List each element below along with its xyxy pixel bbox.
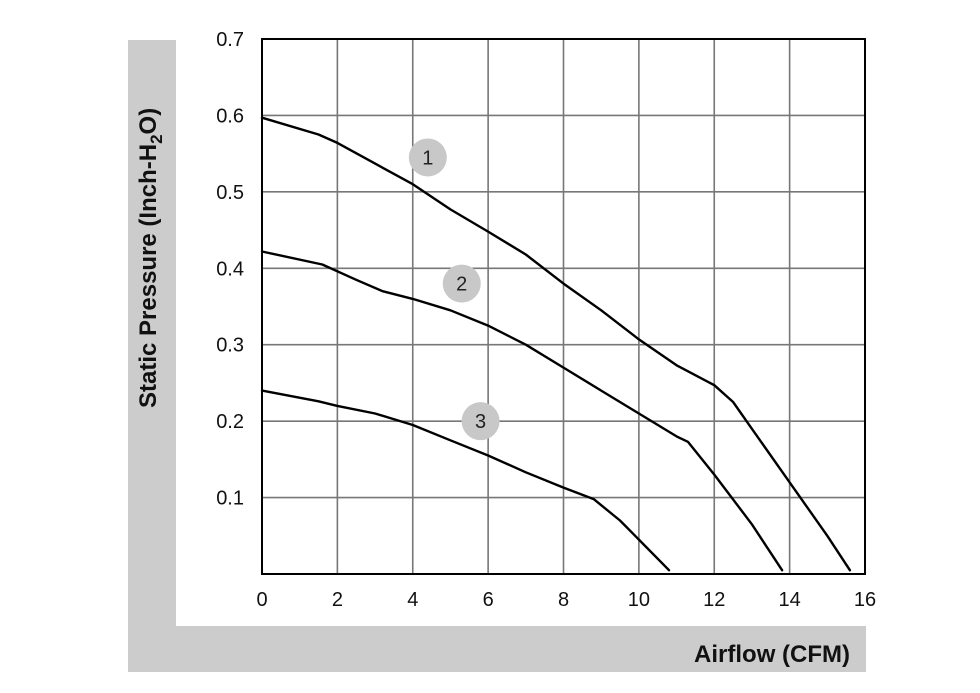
- series-lines: [260, 116, 852, 572]
- y-axis-title-end: O): [135, 108, 162, 135]
- series-badge-label: 2: [456, 274, 467, 296]
- grid: [262, 39, 865, 574]
- series-line-1: [260, 116, 852, 572]
- series-line-3: [260, 389, 671, 572]
- y-tick-label: 0.3: [216, 335, 244, 357]
- y-tick-label: 0.2: [216, 411, 244, 433]
- series-badge-label: 1: [422, 147, 433, 169]
- series-badge-1: [408, 138, 447, 177]
- x-tick-label: 2: [332, 589, 343, 611]
- y-tick-labels: 0.1 0.2 0.3 0.4 0.5 0.6 0.7: [216, 29, 244, 510]
- x-tick-label: 8: [558, 589, 569, 611]
- xlabel-band: [128, 626, 866, 672]
- y-tick-label: 0.1: [216, 488, 244, 510]
- x-tick-label: 4: [407, 589, 418, 611]
- x-tick-label: 14: [779, 589, 801, 611]
- x-tick-label: 10: [628, 589, 650, 611]
- y-axis-title-main: Static Pressure (Inch-H: [135, 144, 162, 408]
- axis-corner: [176, 40, 866, 626]
- y-tick-label: 0.6: [216, 105, 244, 127]
- x-tick-labels: 0 2 4 6 8 10 12 14 16: [256, 589, 876, 611]
- plot-frame: [261, 38, 866, 575]
- x-tick-label: 6: [483, 589, 494, 611]
- x-tick-label: 12: [703, 589, 725, 611]
- x-tick-label: 0: [256, 589, 267, 611]
- y-tick-label: 0.4: [216, 258, 244, 280]
- series-badge-2: [442, 264, 481, 303]
- ylabel-band: [128, 40, 176, 672]
- series-badges: 1 2 3: [408, 138, 500, 441]
- y-axis-title-sub: 2: [147, 134, 166, 143]
- series-badge-3: [461, 402, 500, 441]
- y-tick-label: 0.5: [216, 182, 244, 204]
- x-tick-label: 16: [854, 589, 876, 611]
- y-axis-title: Static Pressure (Inch-H2O): [135, 108, 166, 408]
- series-badge-label: 3: [475, 411, 486, 433]
- series-line-2: [260, 250, 784, 572]
- x-axis-title: Airflow (CFM): [694, 641, 850, 668]
- y-tick-label: 0.7: [216, 29, 244, 51]
